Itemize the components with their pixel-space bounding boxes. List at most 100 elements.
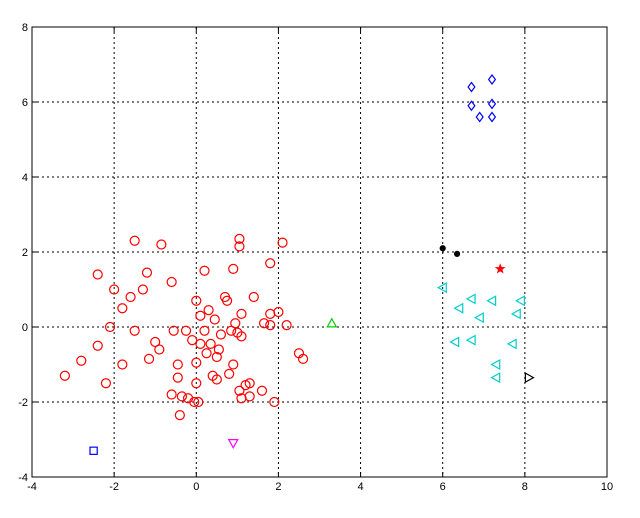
y-tick-label: 8 (22, 22, 28, 34)
data-point-dot (439, 245, 446, 252)
data-point-circle (189, 396, 200, 408)
data-point-circle (137, 284, 148, 295)
data-point-circle (230, 318, 241, 329)
data-point-circle (265, 320, 276, 331)
data-point-circle (129, 235, 140, 246)
data-point-circle (117, 303, 128, 314)
data-point-circle (174, 410, 185, 421)
data-point-triangle-left (490, 372, 501, 384)
grid-lines (32, 27, 607, 477)
data-point-circle (172, 359, 183, 370)
data-point-circle (141, 267, 153, 278)
data-point-triangle-left (449, 336, 460, 348)
data-point-circle (211, 351, 222, 363)
data-point-circle (201, 348, 212, 359)
data-point-circle (104, 321, 116, 333)
data-point-circle (248, 291, 259, 303)
data-point-triangle-left (465, 293, 476, 305)
data-point-circle (92, 269, 103, 280)
data-point-triangle-left (465, 334, 476, 346)
data-point-circle (258, 318, 270, 329)
data-point-circle (166, 276, 177, 288)
data-point-triangle-left (473, 312, 484, 324)
data-point-circle (156, 239, 167, 250)
x-tick-label: 2 (275, 481, 281, 493)
data-point-circle (199, 325, 210, 336)
y-tick-label: 0 (22, 322, 28, 334)
data-point-circle (191, 357, 202, 368)
data-point-circle (228, 359, 239, 370)
data-point-triangle-left (510, 308, 521, 320)
data-point-circle (187, 335, 198, 346)
data-point-triangle-up (326, 317, 338, 328)
data-point-circle (100, 378, 112, 389)
data-point-triangle-left (506, 338, 517, 350)
data-point-circle (234, 385, 245, 396)
data-point-circle (221, 295, 233, 306)
y-tick-label: 6 (22, 97, 28, 109)
data-point-triangle-left (515, 295, 525, 307)
data-point-circle (143, 353, 155, 364)
data-point-triangle-left (436, 282, 447, 294)
data-point-circle (117, 359, 128, 370)
data-point-circle (265, 308, 276, 319)
data-point-circle (203, 305, 214, 316)
x-tick-label: -4 (27, 481, 37, 493)
data-point-diamond (475, 111, 484, 123)
data-point-circle (224, 368, 235, 379)
data-point-circle (199, 265, 210, 276)
data-point-circle (211, 374, 222, 385)
data-point-triangle-right (524, 372, 535, 384)
x-tick-label: 10 (601, 481, 613, 493)
data-point-circle (176, 391, 188, 402)
data-point-dot (453, 250, 461, 257)
data-point-circle (269, 396, 280, 408)
data-point-circle (172, 372, 183, 383)
data-point-circle (234, 233, 245, 244)
data-points (59, 74, 535, 455)
data-point-circle (129, 325, 140, 336)
data-point-triangle-left (490, 358, 501, 371)
y-tick-label: -2 (18, 397, 28, 409)
x-tick-label: -2 (109, 481, 119, 493)
data-point-circle (154, 344, 165, 355)
x-tick-label: 6 (440, 481, 446, 493)
tick-labels: -4 -2 0 2 4 6 8 10 -4 -2 0 2 4 6 8 (18, 22, 613, 493)
data-point-circle (281, 320, 292, 331)
data-point-circle (236, 331, 247, 342)
data-point-triangle-left (453, 302, 464, 314)
data-point-circle (193, 396, 204, 408)
data-point-circle (256, 385, 268, 396)
x-tick-label: 8 (522, 481, 528, 493)
data-point-diamond (487, 111, 497, 123)
data-point-circle (277, 237, 288, 248)
data-point-diamond (487, 98, 497, 110)
data-point-circle (213, 344, 224, 355)
y-tick-label: 4 (22, 172, 28, 184)
axes-frame (31, 26, 608, 478)
data-point-circle (59, 370, 70, 381)
data-point-square (89, 446, 98, 455)
data-point-circle (209, 314, 220, 325)
data-point-circle (273, 306, 284, 318)
data-point-circle (180, 325, 192, 336)
data-point-circle (236, 308, 247, 319)
data-point-circle (92, 340, 103, 351)
data-point-diamond (467, 81, 476, 93)
data-point-circle (195, 338, 206, 349)
data-point-triangle-left (486, 295, 497, 307)
data-point-circle (125, 291, 136, 303)
data-point-diamond (487, 74, 497, 85)
data-point-circle (215, 329, 227, 340)
data-point-circle (191, 378, 202, 389)
data-point-circle (265, 258, 276, 269)
data-point-circle (76, 355, 87, 366)
data-point-circle (166, 389, 177, 400)
data-point-circle (205, 338, 216, 349)
data-point-circle (234, 241, 245, 252)
data-point-circle (244, 391, 255, 402)
data-point-circle (191, 295, 202, 306)
data-point-circle (109, 284, 120, 295)
